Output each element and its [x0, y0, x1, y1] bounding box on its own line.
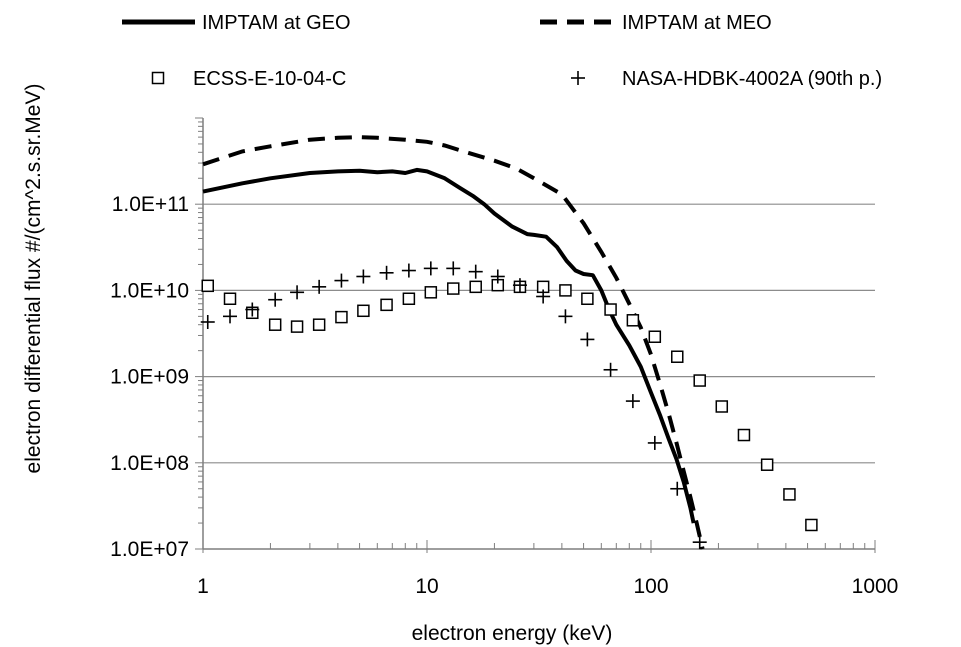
data-point-plus: [670, 481, 685, 496]
y-tick-label: 1.0E+11: [112, 193, 189, 216]
legend-item: NASA-HDBK-4002A (90th p.): [571, 68, 882, 90]
data-point-plus: [558, 309, 573, 324]
legend-item: IMPTAM at GEO: [122, 12, 351, 34]
data-point-square: [335, 310, 348, 324]
data-point-plus: [625, 394, 640, 409]
data-point-plus: [647, 435, 662, 450]
data-point-square: [312, 318, 326, 331]
x-tick-label: 1: [197, 575, 209, 598]
legend-label: NASA-HDBK-4002A (90th p.): [622, 68, 882, 90]
legend: IMPTAM at GEO IMPTAM at MEO ECSS-E-10-04-C…: [122, 12, 882, 90]
axes: [195, 117, 875, 550]
data-point-square: [201, 279, 214, 293]
data-point-square: [805, 518, 818, 532]
series-line-imptam-geo: [202, 167, 696, 524]
data-point-plus: [468, 264, 483, 279]
data-point-plus: [356, 269, 371, 284]
series-line-imptam-meo: [202, 135, 705, 550]
data-point-plus: [571, 71, 585, 85]
data-point-square: [760, 458, 774, 471]
data-point-plus: [200, 314, 215, 329]
data-point-plus: [379, 265, 394, 280]
data-point-plus: [536, 289, 551, 304]
data-point-square: [290, 320, 304, 333]
data-point-plus: [490, 269, 505, 284]
data-point-plus: [603, 362, 618, 377]
data-point-square: [151, 71, 165, 85]
legend-label: ECSS-E-10-04-C: [193, 68, 346, 90]
data-point-plus: [268, 292, 283, 307]
data-point-square: [447, 282, 460, 295]
data-point-square: [693, 374, 706, 387]
data-point-plus: [334, 273, 349, 288]
gridlines: [203, 203, 875, 464]
series-ecss: [201, 278, 818, 532]
data-point-plus: [692, 535, 707, 550]
data-point-square: [380, 298, 393, 312]
legend-label: IMPTAM at MEO: [622, 12, 772, 34]
data-point-square: [268, 318, 282, 331]
data-point-square: [469, 280, 482, 294]
data-point-square: [424, 286, 438, 299]
data-point-plus: [223, 309, 238, 324]
data-point-plus: [401, 263, 416, 278]
y-tick-label: 1.0E+09: [110, 366, 189, 389]
data-point-square: [671, 350, 684, 363]
data-point-square: [715, 400, 729, 413]
data-point-plus: [290, 285, 305, 300]
y-tick-label: 1.0E+07: [110, 538, 189, 561]
series-layer: [200, 135, 818, 550]
x-axis-title: electron energy (keV): [412, 622, 613, 645]
legend-item: IMPTAM at MEO: [540, 12, 772, 34]
data-point-square: [581, 292, 594, 306]
data-point-square: [626, 314, 640, 327]
data-point-plus: [423, 261, 438, 276]
x-tick-label: 100: [633, 575, 668, 598]
data-point-square: [559, 284, 572, 297]
legend-item: ECSS-E-10-04-C: [151, 68, 346, 90]
x-tick-label: 1000: [852, 575, 899, 598]
data-point-square: [357, 304, 370, 318]
tick-labels: 1 10 100 1000 1.0E+07 1.0E+08 1.0E+09 1.0E+10 1.…: [110, 193, 898, 598]
data-point-square: [648, 330, 662, 343]
y-tick-label: 1.0E+10: [110, 279, 189, 302]
data-point-plus: [512, 278, 527, 293]
x-tick-label: 10: [415, 575, 438, 598]
data-point-square: [737, 428, 751, 442]
data-point-plus: [446, 261, 461, 276]
y-axis-title: electron differential flux #/(cm^2.s.sr.…: [22, 84, 45, 474]
data-point-square: [223, 292, 237, 306]
data-point-plus: [312, 279, 327, 294]
series-nasa: [200, 261, 707, 550]
data-point-plus: [245, 302, 260, 317]
data-point-square: [402, 292, 416, 306]
y-tick-label: 1.0E+08: [110, 452, 189, 475]
data-point-plus: [580, 332, 595, 347]
data-point-square: [604, 303, 617, 316]
data-point-square: [783, 488, 796, 501]
x-axis-ticks: [202, 540, 876, 553]
legend-label: IMPTAM at GEO: [202, 12, 351, 34]
